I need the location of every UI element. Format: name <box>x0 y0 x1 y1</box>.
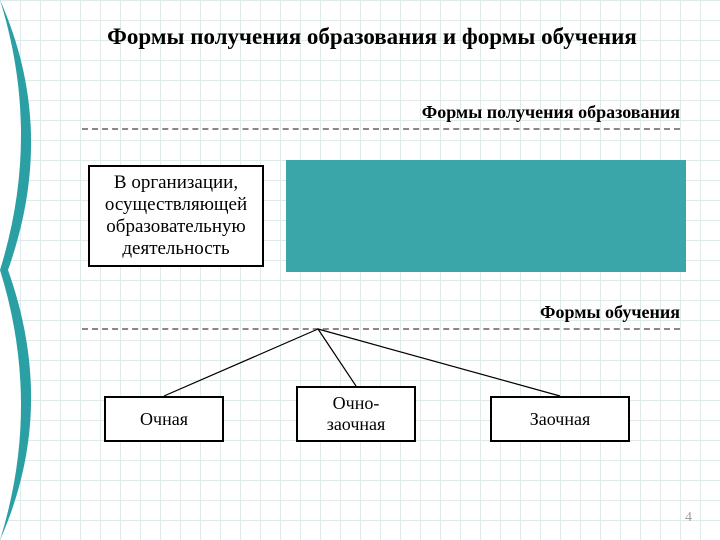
content-layer: Формы получения образования и формы обуч… <box>0 0 720 540</box>
outside-org-group-bg <box>286 160 686 272</box>
